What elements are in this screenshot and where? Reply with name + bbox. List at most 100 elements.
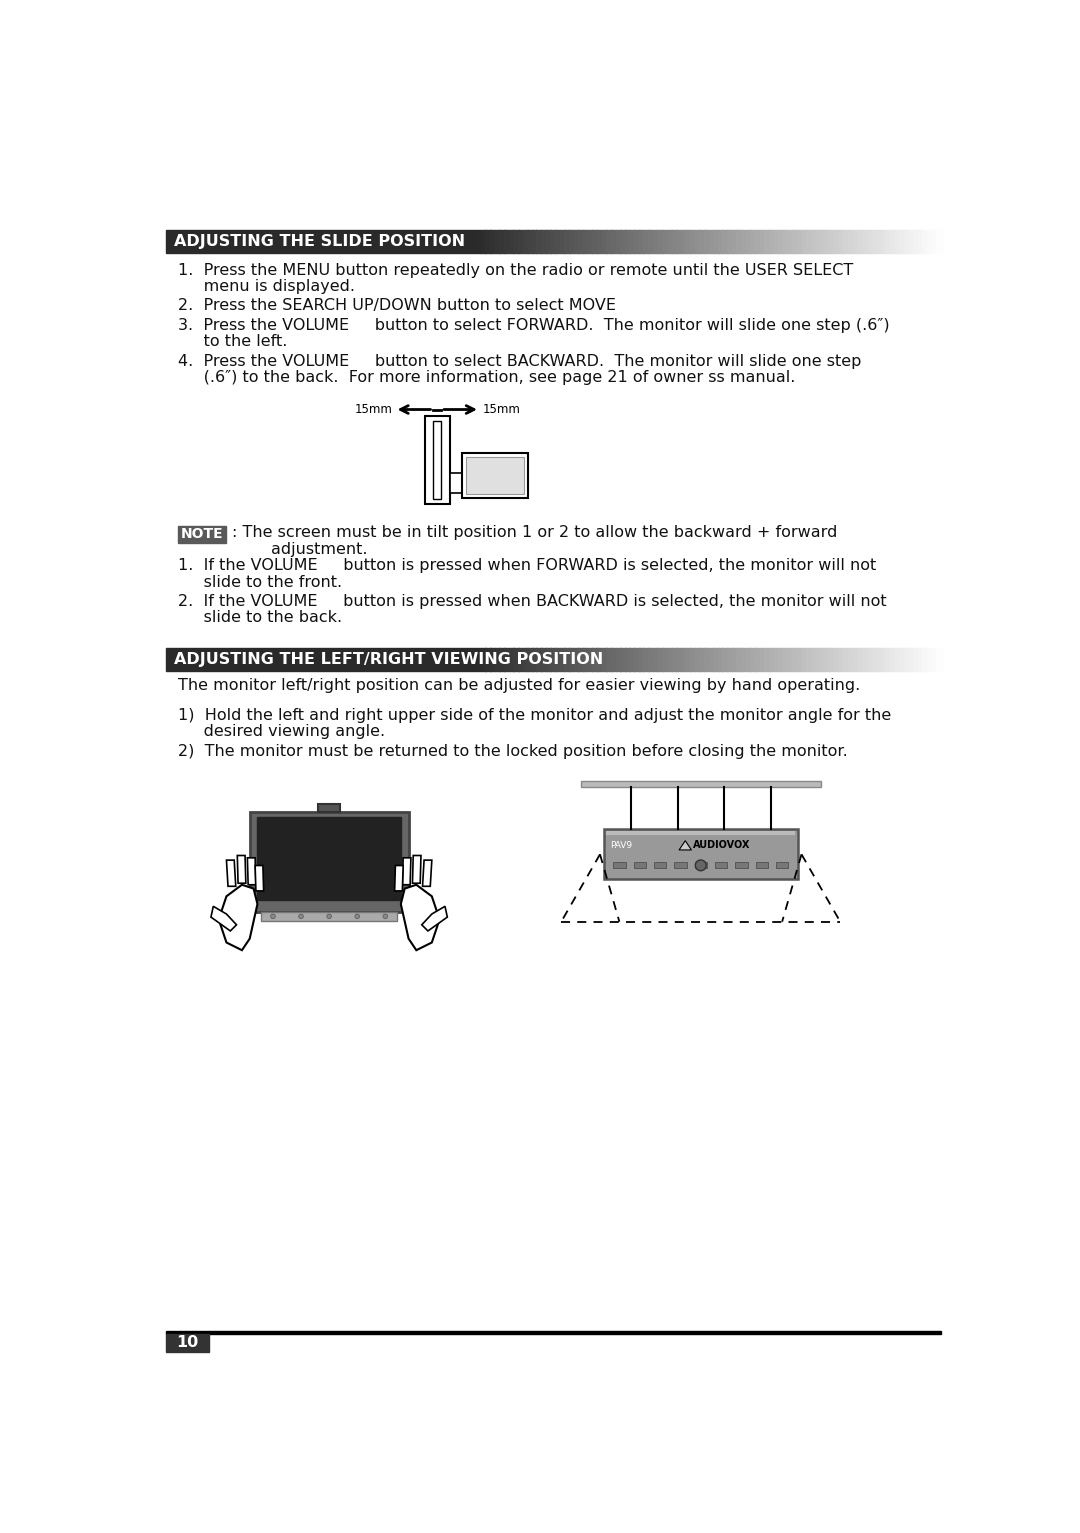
- Bar: [666, 648, 672, 671]
- Bar: [578, 230, 583, 253]
- Bar: [531, 230, 537, 253]
- Bar: [592, 230, 597, 253]
- Bar: [634, 230, 639, 253]
- Bar: [680, 648, 686, 671]
- Bar: [602, 648, 607, 671]
- Bar: [834, 648, 839, 671]
- Bar: [674, 862, 687, 868]
- Polygon shape: [401, 885, 440, 950]
- Bar: [852, 230, 859, 253]
- Bar: [694, 230, 700, 253]
- Bar: [620, 648, 625, 671]
- Bar: [495, 648, 500, 671]
- Bar: [765, 648, 770, 671]
- Circle shape: [327, 914, 332, 918]
- Bar: [918, 648, 923, 671]
- Bar: [638, 230, 644, 253]
- Bar: [476, 230, 482, 253]
- Bar: [490, 648, 496, 671]
- Bar: [866, 230, 872, 253]
- Bar: [588, 230, 593, 253]
- Bar: [644, 230, 649, 253]
- Bar: [723, 230, 728, 253]
- Polygon shape: [403, 858, 410, 885]
- Bar: [783, 230, 788, 253]
- Bar: [485, 230, 490, 253]
- Bar: [545, 230, 551, 253]
- Bar: [900, 230, 905, 253]
- Text: 15mm: 15mm: [482, 403, 521, 415]
- Bar: [727, 648, 732, 671]
- Bar: [666, 230, 672, 253]
- Bar: [704, 648, 710, 671]
- Bar: [922, 230, 928, 253]
- Circle shape: [271, 914, 275, 918]
- Bar: [573, 648, 579, 671]
- Text: : The screen must be in tilt position 1 or 2 to allow the backward + forward: : The screen must be in tilt position 1 …: [232, 526, 837, 540]
- Bar: [569, 648, 575, 671]
- Bar: [499, 230, 504, 253]
- Bar: [565, 648, 570, 671]
- Bar: [932, 648, 937, 671]
- Bar: [597, 230, 603, 253]
- Bar: [886, 648, 891, 671]
- Bar: [551, 648, 556, 671]
- Bar: [537, 230, 542, 253]
- Text: The monitor left/right position can be adjusted for easier viewing by hand opera: The monitor left/right position can be a…: [177, 678, 860, 693]
- Bar: [862, 648, 867, 671]
- Bar: [166, 648, 476, 671]
- Bar: [708, 648, 714, 671]
- Bar: [718, 648, 724, 671]
- Bar: [177, 526, 226, 543]
- Polygon shape: [227, 860, 235, 886]
- Circle shape: [299, 914, 303, 918]
- Bar: [876, 648, 881, 671]
- Bar: [708, 230, 714, 253]
- Bar: [820, 230, 825, 253]
- Bar: [779, 230, 784, 253]
- Bar: [718, 230, 724, 253]
- Bar: [449, 472, 463, 492]
- Bar: [504, 230, 510, 253]
- Bar: [745, 648, 751, 671]
- Bar: [630, 648, 635, 671]
- Bar: [858, 230, 863, 253]
- Text: 2)  The monitor must be returned to the locked position before closing the monit: 2) The monitor must be returned to the l…: [177, 744, 848, 759]
- Bar: [555, 648, 561, 671]
- Bar: [485, 648, 490, 671]
- Circle shape: [383, 914, 388, 918]
- Bar: [759, 230, 765, 253]
- Bar: [499, 648, 504, 671]
- Bar: [616, 230, 621, 253]
- Bar: [166, 1331, 941, 1334]
- Bar: [843, 648, 849, 671]
- Polygon shape: [422, 860, 432, 886]
- Bar: [578, 648, 583, 671]
- Bar: [166, 230, 476, 253]
- Bar: [318, 803, 339, 811]
- Bar: [583, 648, 589, 671]
- Bar: [676, 230, 681, 253]
- Text: AUDIOVOX: AUDIOVOX: [693, 840, 751, 851]
- Bar: [880, 230, 886, 253]
- Bar: [848, 648, 853, 671]
- Text: 2.  If the VOLUME     button is pressed when BACKWARD is selected, the monitor w: 2. If the VOLUME button is pressed when …: [177, 593, 887, 609]
- Bar: [604, 829, 798, 880]
- Bar: [611, 230, 617, 253]
- Bar: [685, 648, 691, 671]
- Bar: [672, 648, 677, 671]
- Bar: [648, 648, 653, 671]
- Bar: [523, 230, 528, 253]
- Bar: [913, 648, 918, 671]
- Bar: [858, 648, 863, 671]
- Bar: [694, 648, 700, 671]
- Bar: [797, 648, 802, 671]
- Bar: [680, 230, 686, 253]
- Bar: [616, 648, 621, 671]
- Bar: [936, 230, 942, 253]
- Bar: [653, 862, 666, 868]
- Bar: [880, 648, 886, 671]
- Bar: [825, 648, 831, 671]
- Polygon shape: [413, 855, 421, 883]
- Bar: [751, 648, 756, 671]
